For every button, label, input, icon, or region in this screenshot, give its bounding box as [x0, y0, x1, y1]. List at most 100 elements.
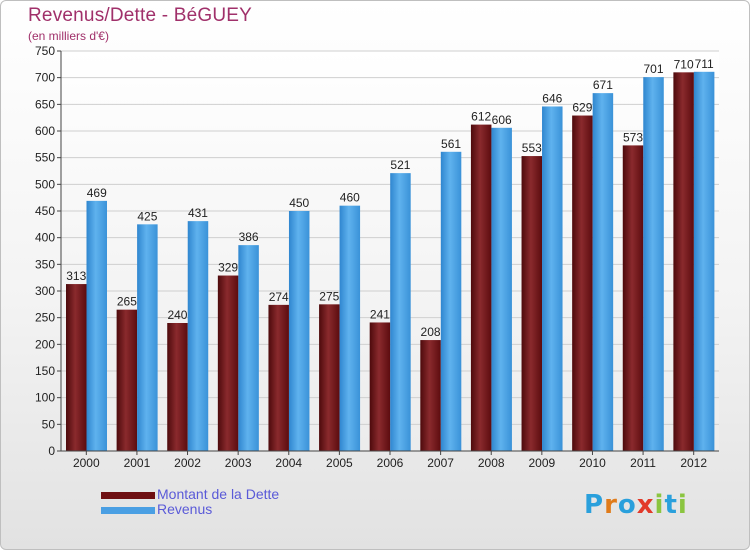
revenue-bar	[643, 77, 664, 451]
debt-bar	[369, 322, 391, 451]
legend-item-revenus: Revenus	[101, 502, 279, 517]
x-tick-label: 2003	[225, 456, 252, 470]
x-tick-label: 2000	[73, 456, 100, 470]
debt-bar	[572, 115, 593, 452]
logo-letter: r	[604, 490, 618, 520]
debt-bar	[622, 145, 644, 451]
revenue-value-label: 450	[289, 196, 309, 210]
revenue-bar	[137, 224, 158, 451]
y-tick-label: 600	[35, 124, 55, 138]
x-tick-label: 2008	[478, 456, 505, 470]
debt-bar	[521, 156, 543, 452]
debt-value-label: 710	[674, 57, 694, 71]
debt-value-label: 612	[471, 110, 491, 124]
revenue-value-label: 431	[188, 206, 208, 220]
revenue-bar	[86, 200, 107, 451]
legend-swatch-debt	[101, 491, 155, 499]
debt-value-label: 313	[66, 269, 86, 283]
x-tick-label: 2007	[427, 456, 454, 470]
chart-title: Revenus/Dette - BéGUEY	[28, 5, 253, 26]
y-tick-label: 350	[35, 257, 55, 271]
revenue-bar	[542, 106, 563, 451]
debt-bar	[470, 124, 492, 451]
revenue-value-label: 711	[695, 57, 714, 71]
debt-bar	[319, 304, 340, 451]
debt-bar	[268, 304, 289, 451]
chart-subtitle: (en milliers d'€)	[28, 29, 109, 43]
debt-bar	[673, 72, 694, 451]
axes: 0 50 100 150 200 250 300 350 400 450 500 550 600 650 7…	[35, 44, 719, 470]
revenue-value-label: 606	[492, 113, 512, 127]
x-tick-label: 2001	[124, 456, 151, 470]
revenue-bar	[238, 245, 259, 451]
debt-bar	[167, 323, 188, 451]
x-tick-label: 2010	[579, 456, 606, 470]
debt-value-label: 274	[269, 290, 289, 304]
bars	[66, 71, 715, 452]
y-tick-label: 50	[42, 417, 56, 431]
y-tick-label: 100	[35, 391, 55, 405]
y-tick-label: 450	[35, 204, 55, 218]
y-tick-label: 500	[35, 177, 55, 191]
x-tick-label: 2005	[326, 456, 353, 470]
legend-item-debt: Montant de la Dette	[101, 487, 279, 502]
revenue-bar	[288, 211, 310, 451]
proxiti-logo: Proxiti	[584, 490, 688, 520]
revenue-value-label: 646	[542, 91, 562, 105]
y-tick-label: 700	[35, 71, 55, 85]
y-tick-label: 400	[35, 231, 55, 245]
debt-value-label: 241	[370, 307, 390, 321]
revenue-value-label: 386	[239, 230, 259, 244]
x-tick-label: 2012	[680, 456, 707, 470]
logo-letter: x	[636, 490, 655, 520]
debt-value-label: 573	[623, 130, 643, 144]
x-tick-label: 2011	[630, 456, 656, 470]
logo-letter: i	[677, 490, 688, 520]
revenue-bar	[491, 127, 512, 452]
legend-label-debt: Montant de la Dette	[157, 486, 280, 502]
revenue-bar	[592, 93, 614, 451]
y-tick-label: 200	[35, 337, 55, 351]
revenue-value-label: 425	[137, 209, 157, 223]
legend: Montant de la Dette Revenus	[101, 487, 279, 517]
revenue-value-label: 561	[441, 137, 461, 151]
debt-bar	[116, 309, 138, 451]
logo-letter: t	[664, 490, 678, 520]
revenue-bar	[693, 71, 715, 452]
data-labels: 313 469 265 425 240 431 329 386 274 450 275 460 241 5…	[66, 57, 714, 339]
y-tick-label: 300	[35, 284, 55, 298]
revenue-value-label: 469	[87, 186, 107, 200]
y-tick-label: 150	[35, 364, 55, 378]
revenue-value-label: 671	[593, 78, 613, 92]
x-tick-label: 2009	[528, 456, 555, 470]
debt-value-label: 275	[319, 289, 339, 303]
logo-letter: o	[617, 490, 637, 520]
debt-bar	[66, 284, 87, 451]
debt-value-label: 553	[522, 141, 542, 155]
revenue-value-label: 521	[390, 158, 410, 172]
x-tick-label: 2004	[275, 456, 302, 470]
revenue-bar	[339, 205, 361, 451]
debt-value-label: 329	[218, 261, 238, 275]
x-tick-label: 2006	[377, 456, 404, 470]
y-tick-label: 550	[35, 151, 55, 165]
debt-bar	[217, 275, 239, 451]
revenue-bar	[390, 173, 411, 451]
legend-swatch-revenus	[101, 506, 155, 514]
revenue-bar	[187, 221, 209, 451]
y-tick-label: 0	[48, 444, 55, 458]
y-tick-label: 250	[35, 311, 55, 325]
revenue-bar	[440, 151, 462, 452]
legend-label-revenus: Revenus	[157, 501, 213, 517]
logo-letter: i	[654, 490, 665, 520]
logo-letter: P	[584, 490, 605, 520]
revenue-value-label: 460	[340, 191, 360, 205]
debt-value-label: 208	[421, 325, 441, 339]
x-tick-label: 2002	[174, 456, 201, 470]
debt-value-label: 629	[572, 101, 592, 115]
revenue-value-label: 701	[644, 62, 664, 76]
y-tick-label: 750	[35, 44, 55, 58]
debt-value-label: 240	[167, 308, 187, 322]
